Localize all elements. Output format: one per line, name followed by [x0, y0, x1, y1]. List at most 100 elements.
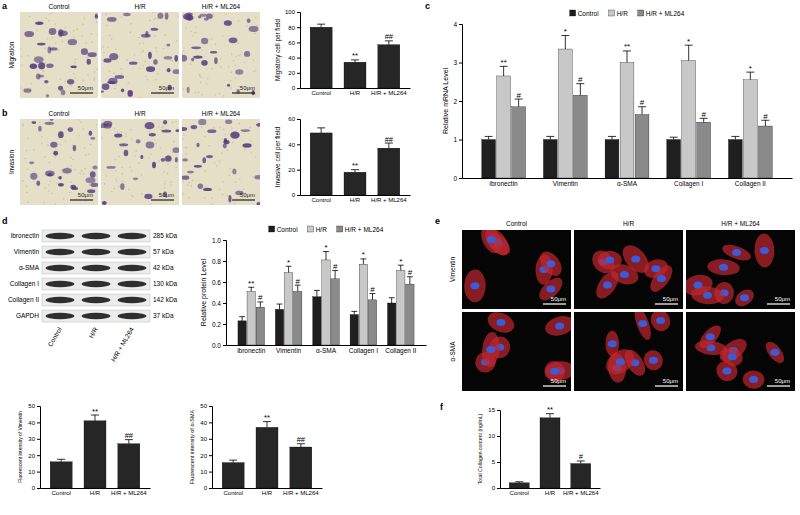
blot-size-label: 57 kDa — [153, 248, 174, 255]
stained-cell — [203, 188, 212, 191]
blot-row-label: α-SMA — [19, 264, 40, 271]
membrane-pore — [91, 41, 93, 43]
error-bar — [295, 285, 301, 291]
y-tick: 0.0 — [212, 342, 226, 349]
membrane-pore — [198, 91, 200, 93]
stained-cell — [58, 86, 63, 91]
membrane-pore — [239, 178, 241, 180]
bar — [482, 140, 496, 179]
annotation: * — [564, 27, 567, 36]
membrane-pore — [255, 17, 257, 19]
membrane-pore — [104, 183, 106, 185]
x-axis: ControlH/RH/R + ML264 — [301, 89, 411, 97]
stained-cell — [50, 119, 54, 121]
y-axis-title: Fluorescent intensity of α-SMA — [189, 409, 195, 484]
scale-bar-label: 50μm — [775, 296, 790, 302]
membrane-pore — [163, 171, 165, 173]
stained-cell — [87, 52, 96, 57]
legend-swatch — [308, 226, 314, 232]
cell-nucleus — [605, 257, 614, 264]
cell-nucleus — [620, 271, 629, 278]
membrane-pore — [160, 147, 162, 149]
error-bar — [229, 460, 237, 462]
stained-cell — [123, 13, 131, 16]
membrane-pore — [27, 168, 29, 170]
membrane-pore — [62, 41, 64, 43]
annotation: # — [333, 262, 338, 271]
y-tick: 20 — [28, 453, 40, 459]
stained-cell — [102, 201, 107, 205]
membrane-pore — [96, 124, 98, 126]
y-axis-title: Fluorescent intensity of Vimentin — [18, 411, 23, 483]
membrane-pore — [173, 141, 175, 143]
error-bar — [370, 294, 376, 300]
membrane-pore — [49, 13, 51, 15]
membrane-pore — [88, 184, 90, 186]
scale-bar-label: 50μm — [551, 296, 566, 302]
stained-cell — [119, 143, 128, 146]
error-bar — [761, 120, 769, 126]
error-bar — [389, 298, 395, 303]
y-tick-label: 50 — [28, 403, 35, 409]
y-tick: 20 — [288, 70, 300, 76]
membrane-pore — [171, 184, 173, 186]
y-axis-title: Relative mRNA Level — [442, 67, 449, 134]
scale-bar — [151, 199, 174, 200]
y-tick-label: 20 — [288, 167, 295, 173]
micrograph — [101, 119, 179, 205]
y-tick-label: 0.0 — [212, 342, 221, 349]
membrane-pore — [44, 156, 46, 158]
scale-bar-label: 50μm — [78, 192, 93, 198]
membrane-pore — [252, 59, 254, 61]
x-axis-line — [41, 488, 151, 489]
bar — [728, 140, 742, 179]
stained-cell — [124, 150, 129, 157]
stained-cell — [86, 177, 96, 183]
bar — [682, 61, 696, 178]
stained-cell — [225, 119, 232, 124]
y-tick: 0 — [204, 485, 212, 491]
membrane-pore — [182, 194, 183, 196]
fluorescence-background — [462, 230, 571, 309]
membrane-pore — [97, 34, 98, 36]
stained-cell — [140, 155, 143, 159]
x-axis-line — [213, 488, 323, 489]
membrane-pore — [70, 165, 72, 167]
membrane-pore — [139, 68, 141, 70]
stained-cell — [145, 122, 155, 129]
membrane-pore — [74, 77, 76, 79]
x-tick-label: H/R + ML264 — [563, 490, 599, 496]
chart: **##01020304050ControlH/RH/R + ML264Fluo… — [18, 403, 151, 496]
membrane-pore — [121, 68, 123, 70]
stained-cell — [224, 20, 232, 26]
y-tick: 40 — [200, 420, 212, 426]
y-tick-mark — [297, 12, 300, 13]
x-tick: Collagen II — [385, 347, 416, 355]
stained-cell — [161, 158, 165, 162]
stained-cell — [232, 169, 236, 175]
membrane-pore — [21, 65, 23, 67]
membrane-pore — [48, 190, 50, 192]
membrane-pore — [164, 187, 166, 189]
stained-cell — [166, 44, 170, 47]
x-tick-label: Control — [311, 90, 330, 96]
row-label: Invasion — [8, 150, 15, 175]
blot-size-label: 37 kDa — [153, 312, 174, 319]
membrane-pore — [73, 36, 75, 38]
error-bar — [314, 290, 320, 296]
annotation: # — [295, 277, 300, 286]
membrane-pore — [41, 136, 43, 138]
stained-cell — [50, 142, 57, 148]
membrane-pore — [43, 70, 45, 72]
membrane-pore — [70, 157, 72, 159]
bar — [697, 122, 711, 178]
membrane-pore — [190, 31, 192, 33]
x-tick: Collagen I — [349, 347, 378, 355]
stained-cell — [89, 131, 93, 136]
bar — [350, 315, 358, 345]
y-tick: 0 — [292, 192, 300, 198]
membrane-pore — [253, 176, 255, 178]
membrane-pore — [219, 93, 221, 95]
membrane-pore — [126, 59, 128, 61]
cell-nucleus — [555, 322, 564, 329]
